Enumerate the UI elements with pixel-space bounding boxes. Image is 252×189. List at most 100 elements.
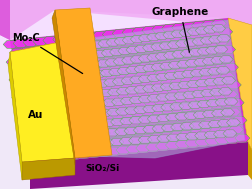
Polygon shape — [103, 129, 118, 137]
Polygon shape — [175, 113, 189, 120]
Polygon shape — [55, 65, 69, 72]
Polygon shape — [134, 106, 148, 113]
Polygon shape — [92, 120, 106, 127]
Polygon shape — [226, 108, 241, 116]
Polygon shape — [202, 58, 216, 65]
Polygon shape — [171, 30, 185, 37]
Polygon shape — [194, 66, 209, 74]
Polygon shape — [141, 81, 155, 88]
Polygon shape — [166, 114, 181, 122]
Polygon shape — [86, 81, 101, 88]
Polygon shape — [129, 96, 143, 104]
Polygon shape — [61, 89, 76, 96]
Polygon shape — [187, 85, 202, 93]
Polygon shape — [153, 125, 168, 132]
Polygon shape — [110, 48, 123, 56]
Polygon shape — [205, 137, 220, 145]
Polygon shape — [102, 58, 117, 65]
Polygon shape — [98, 40, 112, 47]
Polygon shape — [214, 46, 228, 53]
Polygon shape — [24, 110, 40, 118]
Polygon shape — [148, 35, 163, 43]
Polygon shape — [138, 55, 152, 62]
Polygon shape — [112, 29, 127, 37]
Polygon shape — [115, 47, 130, 55]
Polygon shape — [184, 40, 199, 48]
Polygon shape — [194, 39, 209, 47]
Polygon shape — [147, 54, 161, 61]
Polygon shape — [228, 18, 252, 150]
Polygon shape — [178, 81, 192, 89]
Polygon shape — [176, 133, 190, 141]
Polygon shape — [54, 107, 69, 115]
Polygon shape — [95, 49, 110, 57]
Polygon shape — [125, 46, 140, 54]
Polygon shape — [189, 122, 203, 129]
Polygon shape — [124, 127, 138, 135]
Polygon shape — [192, 22, 206, 29]
Polygon shape — [138, 36, 153, 44]
Polygon shape — [50, 144, 65, 152]
Polygon shape — [185, 139, 200, 147]
Polygon shape — [15, 84, 30, 92]
Polygon shape — [155, 53, 169, 60]
Polygon shape — [19, 75, 34, 83]
Polygon shape — [101, 85, 116, 92]
Polygon shape — [85, 50, 100, 58]
Polygon shape — [116, 108, 130, 115]
Polygon shape — [162, 25, 177, 32]
Polygon shape — [126, 145, 141, 153]
Polygon shape — [141, 54, 156, 61]
Polygon shape — [183, 91, 197, 98]
Polygon shape — [221, 109, 235, 116]
Polygon shape — [73, 132, 88, 140]
Polygon shape — [43, 36, 58, 44]
Polygon shape — [134, 72, 149, 80]
Polygon shape — [60, 143, 75, 151]
Polygon shape — [118, 47, 132, 54]
Polygon shape — [37, 127, 52, 135]
Polygon shape — [58, 71, 74, 79]
Polygon shape — [47, 153, 61, 161]
Polygon shape — [147, 89, 162, 97]
Polygon shape — [143, 125, 158, 133]
Polygon shape — [218, 88, 232, 95]
Polygon shape — [12, 67, 27, 74]
Polygon shape — [114, 74, 130, 82]
Polygon shape — [38, 100, 53, 108]
Polygon shape — [22, 93, 37, 101]
Polygon shape — [139, 34, 152, 42]
Polygon shape — [160, 106, 175, 114]
Polygon shape — [89, 41, 104, 49]
Polygon shape — [10, 18, 248, 164]
Polygon shape — [102, 31, 117, 38]
Polygon shape — [136, 117, 151, 125]
Polygon shape — [197, 57, 212, 65]
Polygon shape — [92, 32, 107, 39]
Polygon shape — [51, 117, 66, 125]
Polygon shape — [74, 105, 89, 113]
Polygon shape — [105, 75, 119, 83]
Polygon shape — [123, 127, 138, 135]
Polygon shape — [49, 72, 64, 80]
Polygon shape — [173, 122, 187, 130]
Polygon shape — [85, 51, 99, 59]
Polygon shape — [55, 94, 69, 101]
Polygon shape — [34, 136, 49, 144]
Polygon shape — [189, 49, 203, 56]
Polygon shape — [164, 72, 178, 80]
Polygon shape — [163, 123, 178, 131]
Polygon shape — [145, 44, 160, 52]
Polygon shape — [152, 26, 167, 33]
Polygon shape — [64, 106, 79, 114]
Polygon shape — [96, 129, 110, 137]
Polygon shape — [164, 69, 179, 77]
Polygon shape — [118, 65, 133, 73]
Polygon shape — [26, 56, 41, 64]
Polygon shape — [106, 129, 119, 136]
Polygon shape — [72, 141, 86, 149]
Polygon shape — [138, 136, 152, 144]
Polygon shape — [130, 76, 144, 83]
Polygon shape — [100, 69, 114, 77]
Polygon shape — [201, 90, 214, 97]
